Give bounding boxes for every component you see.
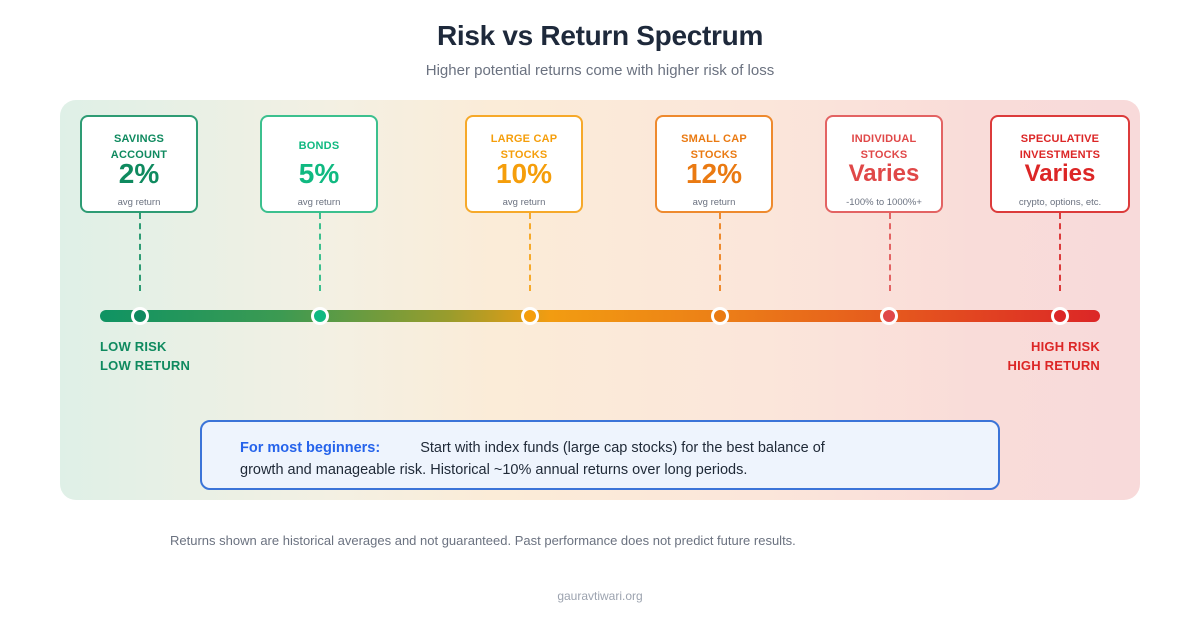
connector-line [719, 213, 721, 291]
connector-line [139, 213, 141, 291]
card-name: BONDS [298, 140, 340, 152]
risk-spectrum-bar [100, 310, 1100, 322]
low-risk-label: LOW RISK LOW RETURN [100, 339, 191, 373]
card-large-cap-stocks: LARGE CAP STOCKS 10% avg return [465, 115, 583, 213]
card-value: Varies [1024, 160, 1096, 187]
marker-large-cap [521, 307, 539, 325]
card-value: Varies [848, 160, 920, 187]
tip-line-1: Start with index funds (large cap stocks… [420, 440, 825, 456]
card-value: 10% [495, 158, 553, 189]
card-savings-account: SAVINGS ACCOUNT 2% avg return [80, 115, 198, 213]
card-subtext: avg return [502, 197, 546, 208]
card-individual-stocks: INDIVIDUAL STOCKS Varies -100% to 1000%+ [825, 115, 943, 213]
card-subtext: -100% to 1000%+ [846, 197, 922, 208]
tip-line-2: growth and manageable risk. Historical ~… [240, 462, 748, 478]
card-small-cap-stocks: SMALL CAP STOCKS 12% avg return [655, 115, 773, 213]
marker-small-cap [711, 307, 729, 325]
beginner-tip-box: For most beginners: Start with index fund… [200, 420, 1000, 490]
disclaimer: Returns shown are historical averages an… [170, 533, 796, 548]
card-name: INDIVIDUAL STOCKS [851, 133, 917, 161]
card-value: 2% [118, 158, 160, 189]
page-title: Risk vs Return Spectrum [436, 20, 764, 51]
connector-line [529, 213, 531, 291]
card-name: LARGE CAP STOCKS [490, 133, 558, 161]
card-subtext: avg return [297, 197, 341, 208]
connector-line [889, 213, 891, 291]
tip-highlight: For most beginners: [240, 440, 381, 456]
card-subtext: crypto, options, etc. [1018, 197, 1102, 208]
marker-bonds [311, 307, 329, 325]
connector-line [1059, 213, 1061, 291]
connector-line [319, 213, 321, 291]
card-subtext: avg return [117, 197, 161, 208]
page-subtitle: Higher potential returns come with highe… [425, 62, 775, 79]
marker-savings [131, 307, 149, 325]
card-value: 12% [685, 158, 743, 189]
card-name: SMALL CAP STOCKS [681, 133, 747, 161]
card-bonds: BONDS 5% avg return [260, 115, 378, 213]
card-name: SAVINGS ACCOUNT [110, 133, 168, 161]
source-credit: gauravtiwari.org [557, 589, 643, 603]
card-value: 5% [298, 158, 340, 189]
marker-individual [880, 307, 898, 325]
card-speculative-investments: SPECULATIVE INVESTMENTS Varies crypto, op… [990, 115, 1130, 213]
marker-speculative [1051, 307, 1069, 325]
high-risk-label: HIGH RISK HIGH RETURN [1007, 339, 1100, 373]
card-subtext: avg return [692, 197, 736, 208]
card-name: SPECULATIVE INVESTMENTS [1019, 133, 1101, 161]
